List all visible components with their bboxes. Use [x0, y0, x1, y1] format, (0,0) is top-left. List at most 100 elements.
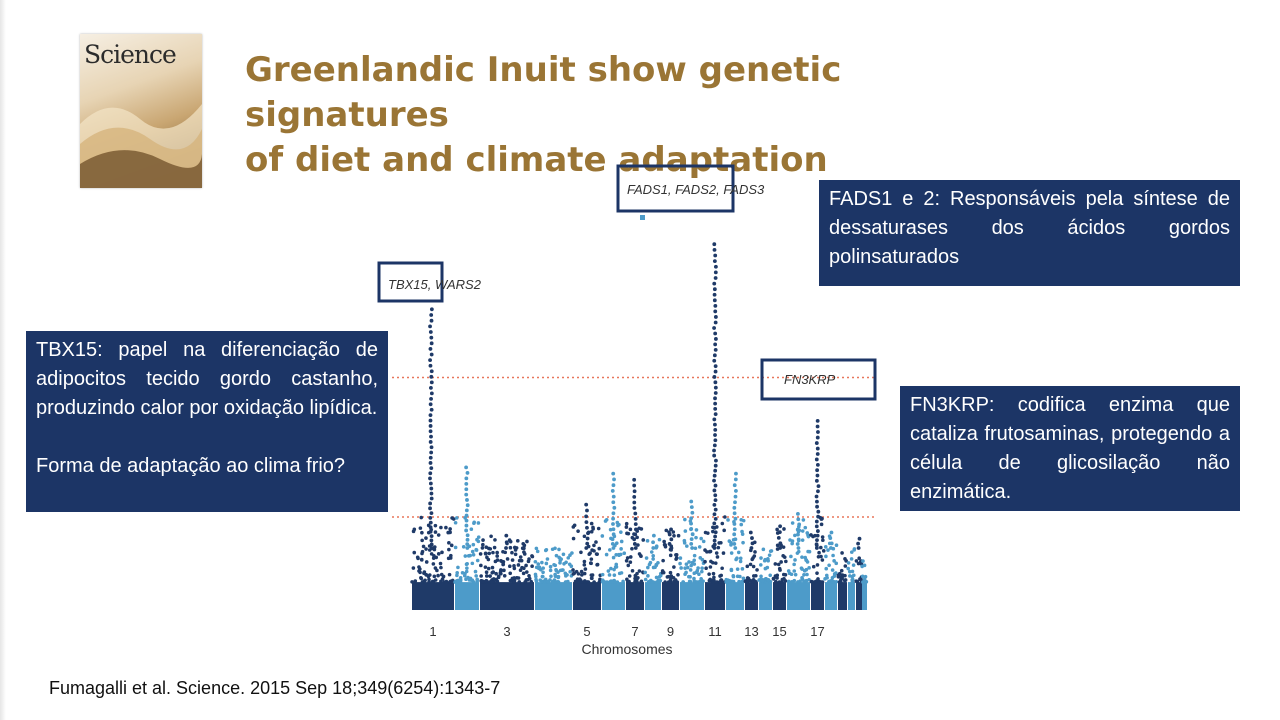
chromosome-13-band	[745, 582, 758, 610]
chromosome-13-point	[754, 580, 758, 584]
chromosome-11-peak-point	[713, 401, 718, 406]
chromosome-3-point	[512, 576, 517, 580]
chromosome-5-peak-point	[584, 502, 589, 507]
chromosome-10-point	[700, 569, 704, 574]
chromosome-5-point	[587, 552, 592, 557]
chromosome-16-peak-point	[795, 527, 800, 532]
chromosome-11-peak-point	[712, 512, 717, 517]
chromosome-3-point	[492, 545, 497, 550]
chromosome-12-peak-point	[732, 522, 737, 526]
chromosome-21-peak-point	[856, 541, 860, 546]
chromosome-3-point	[507, 564, 512, 568]
chromosome-12-point	[738, 559, 743, 564]
chromosome-1-point	[447, 541, 451, 545]
chromosome-11-point	[703, 548, 707, 552]
chromosome-5-point	[572, 571, 577, 576]
chromosome-15-point	[774, 580, 778, 584]
chromosome-17-band	[811, 582, 824, 610]
chromosome-3-point	[522, 543, 527, 548]
chromosome-12-point	[741, 518, 746, 523]
chromosome-1-point	[423, 578, 427, 583]
chromosome-2-point	[461, 544, 466, 549]
chromosome-11-peak-point	[712, 478, 716, 483]
chromosome-16-point	[795, 551, 800, 555]
chromosome-7-point	[636, 543, 640, 547]
chromosome-2-peak-point	[464, 518, 469, 523]
chromosome-11-point	[714, 551, 719, 555]
chromosome-13-point	[751, 564, 756, 569]
chromosome-18-peak-point	[829, 530, 834, 535]
chromosome-4-point	[540, 560, 544, 565]
chromosome-12-point	[741, 576, 746, 581]
chromosome-6-point	[613, 565, 618, 569]
chromosome-13-peak-point	[748, 530, 753, 535]
chromosome-1-point	[424, 547, 428, 551]
chromosome-4-point	[535, 549, 540, 554]
chromosome-5-point	[592, 580, 596, 584]
chromosome-17-peak-point	[814, 457, 819, 462]
chromosome-8-point	[657, 575, 662, 579]
chromosome-10-peak-point	[690, 546, 695, 550]
chromosome-4-point	[553, 574, 558, 579]
chromosome-16-point	[786, 579, 791, 584]
chromosome-1-peak-point	[428, 413, 433, 418]
chromosome-11-peak-point	[713, 380, 718, 385]
chromosome-1-peak-point	[429, 511, 434, 516]
chromosome-9-point	[668, 570, 673, 575]
chromosome-11-peak-point	[713, 253, 718, 258]
chromosome-11-point	[707, 572, 711, 576]
chromosome-6-peak-point	[610, 537, 615, 542]
chromosome-6-peak-point	[611, 511, 616, 516]
chromosome-2-peak-point	[464, 481, 469, 486]
chromosome-18-point	[834, 561, 839, 566]
chromosome-11-peak-point	[713, 498, 718, 503]
chromosome-10-point	[685, 544, 689, 548]
chromosome-16-peak-point	[796, 517, 801, 522]
chromosome-3-point	[479, 574, 483, 578]
chromosome-6-point	[608, 527, 613, 532]
chromosome-1-point	[446, 556, 451, 561]
chromosome-18-point	[823, 577, 827, 581]
chromosome-13-peak-point	[750, 541, 755, 546]
chromosome-6-point	[605, 580, 609, 584]
chromosome-9-point	[660, 569, 665, 573]
chromosome-8-point	[656, 578, 661, 583]
chromosome-5-point	[596, 526, 601, 531]
chromosome-12-peak-point	[733, 500, 737, 505]
chromosome-15-peak-point	[776, 535, 781, 540]
chromosome-4-point	[566, 579, 570, 584]
chromosome-11-point	[711, 529, 715, 534]
chromosome-1-point	[417, 569, 421, 573]
chromosome-16-band	[787, 582, 810, 610]
chromosome-9-point	[673, 578, 678, 582]
chromosome-2-peak-point	[464, 476, 469, 481]
chromosome-17-point	[819, 522, 824, 527]
peak-box-3	[760, 358, 877, 401]
chromosome-4-point	[550, 579, 555, 584]
chromosome-14-point	[763, 566, 768, 571]
chromosome-1-peak-point	[428, 363, 433, 368]
chromosome-3-point	[479, 563, 483, 568]
chromosome-1-peak-point	[429, 391, 434, 396]
chromosome-1-peak-point	[429, 542, 434, 547]
chromosome-11-peak-point	[712, 247, 717, 252]
chromosome-20-point	[852, 547, 857, 551]
chromosome-9-point	[663, 580, 667, 584]
chromosome-11-peak-point	[713, 276, 718, 280]
chromosome-14-point	[766, 558, 770, 563]
chromosome-17-point	[813, 580, 818, 584]
chromosome-1-peak-point	[428, 358, 432, 363]
chromosome-17-point	[815, 571, 819, 575]
chromosome-10-point	[687, 574, 691, 579]
chromosome-12-peak-point	[732, 532, 737, 537]
chromosome-11-peak-point	[713, 483, 718, 488]
chromosome-12-band	[726, 582, 744, 610]
chromosome-12-peak-point	[733, 516, 738, 521]
chromosome-3-point	[495, 554, 499, 558]
chromosome-14-point	[760, 579, 765, 583]
chromosome-17-point	[813, 533, 817, 538]
chromosome-11-peak-point	[712, 453, 717, 458]
chromosome-2-point	[472, 521, 476, 526]
chromosome-9-point	[668, 553, 673, 558]
chromosome-3-point	[512, 566, 517, 571]
